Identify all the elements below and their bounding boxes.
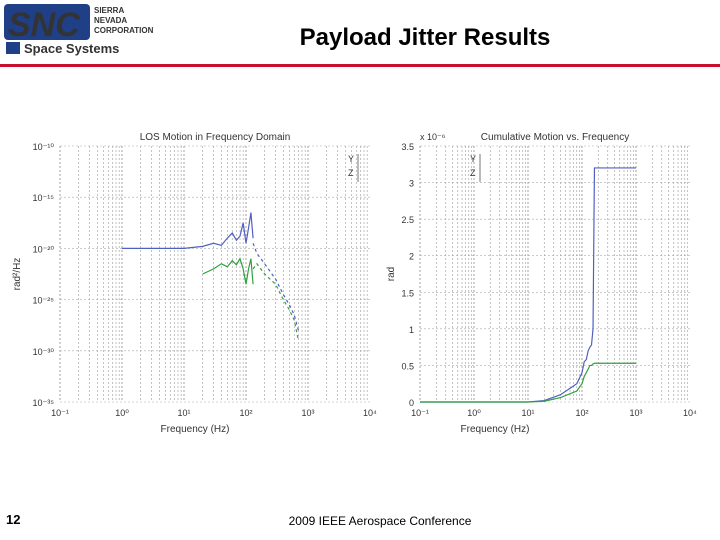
logo-mark — [6, 42, 20, 54]
y-axis-label: rad²/Hz — [12, 258, 23, 291]
page-title: Payload Jitter Results — [299, 24, 551, 51]
snc-logo-block — [4, 4, 90, 40]
logo-sierra: SIERRA — [94, 6, 124, 15]
y-tick-label: 10⁻²⁰ — [33, 244, 55, 254]
slide-number: 12 — [6, 512, 21, 527]
series-line-y — [252, 243, 299, 331]
x-tick-label: 10⁰ — [115, 408, 129, 418]
legend-entry: Y — [348, 154, 354, 164]
y-tick-label: 1.5 — [401, 288, 414, 298]
x-tick-label: 10¹ — [177, 408, 190, 418]
x-tick-label: 10² — [575, 408, 588, 418]
x-tick-label: 10¹ — [521, 408, 534, 418]
y-tick-label: 2.5 — [401, 215, 414, 225]
x-tick-label: 10⁻¹ — [411, 408, 429, 418]
logo-nevada: NEVADA — [94, 16, 127, 25]
chart-title: Cumulative Motion vs. Frequency — [481, 132, 629, 143]
y-tick-label: 10⁻¹⁵ — [33, 193, 55, 203]
series-line-z — [252, 262, 299, 341]
y-tick-label: 10⁻²⁵ — [33, 296, 55, 306]
y-tick-label: 0.5 — [401, 361, 414, 371]
x-tick-label: 10⁴ — [683, 408, 697, 418]
x-axis-label: Frequency (Hz) — [461, 424, 530, 435]
chart-title: LOS Motion in Frequency Domain — [140, 132, 291, 143]
legend-entry: Z — [470, 168, 476, 178]
header-divider — [0, 64, 720, 67]
y-axis-label: rad — [386, 267, 397, 281]
legend-entry: Z — [348, 168, 354, 178]
footer-conference: 2009 IEEE Aerospace Conference — [288, 514, 472, 528]
y-tick-label: 3.5 — [401, 142, 414, 152]
chart-2: 0 0.5 1 1.5 2 2.5 3 3.5 10⁻¹ 10⁰ 10¹ 10² 10³ 10⁴ x 10⁻… — [386, 132, 697, 435]
series-line-z — [420, 362, 636, 403]
y-multiplier-label: x 10⁻⁶ — [420, 132, 446, 142]
y-tick-label: 10⁻¹⁰ — [33, 142, 55, 152]
series-line-y — [122, 212, 254, 249]
snc-logo-letters: SNC — [8, 6, 80, 44]
x-tick-label: 10³ — [629, 408, 642, 418]
series-line-z — [202, 257, 254, 285]
logo-corporation: CORPORATION — [94, 26, 154, 35]
series-line-y — [420, 167, 636, 403]
x-tick-label: 10² — [239, 408, 252, 418]
x-tick-label: 10⁴ — [363, 408, 377, 418]
y-tick-label: 2 — [409, 252, 414, 262]
logo-space-systems: Space Systems — [24, 41, 119, 56]
y-tick-label: 10⁻³⁰ — [33, 347, 55, 357]
legend-entry: Y — [470, 154, 476, 164]
legend: YZ — [348, 154, 359, 182]
x-axis-label: Frequency (Hz) — [161, 424, 230, 435]
x-tick-label: 10⁰ — [467, 408, 481, 418]
x-tick-label: 10⁻¹ — [51, 408, 69, 418]
snc-logo: SNC SIERRA NEVADA CORPORATION Space Syst… — [4, 2, 174, 62]
y-tick-label: 10⁻³⁵ — [33, 398, 55, 408]
y-tick-label: 1 — [409, 325, 414, 335]
x-tick-label: 10³ — [301, 408, 314, 418]
y-tick-label: 3 — [409, 179, 414, 189]
y-tick-label: 0 — [409, 398, 414, 408]
legend: YZ — [470, 154, 481, 182]
